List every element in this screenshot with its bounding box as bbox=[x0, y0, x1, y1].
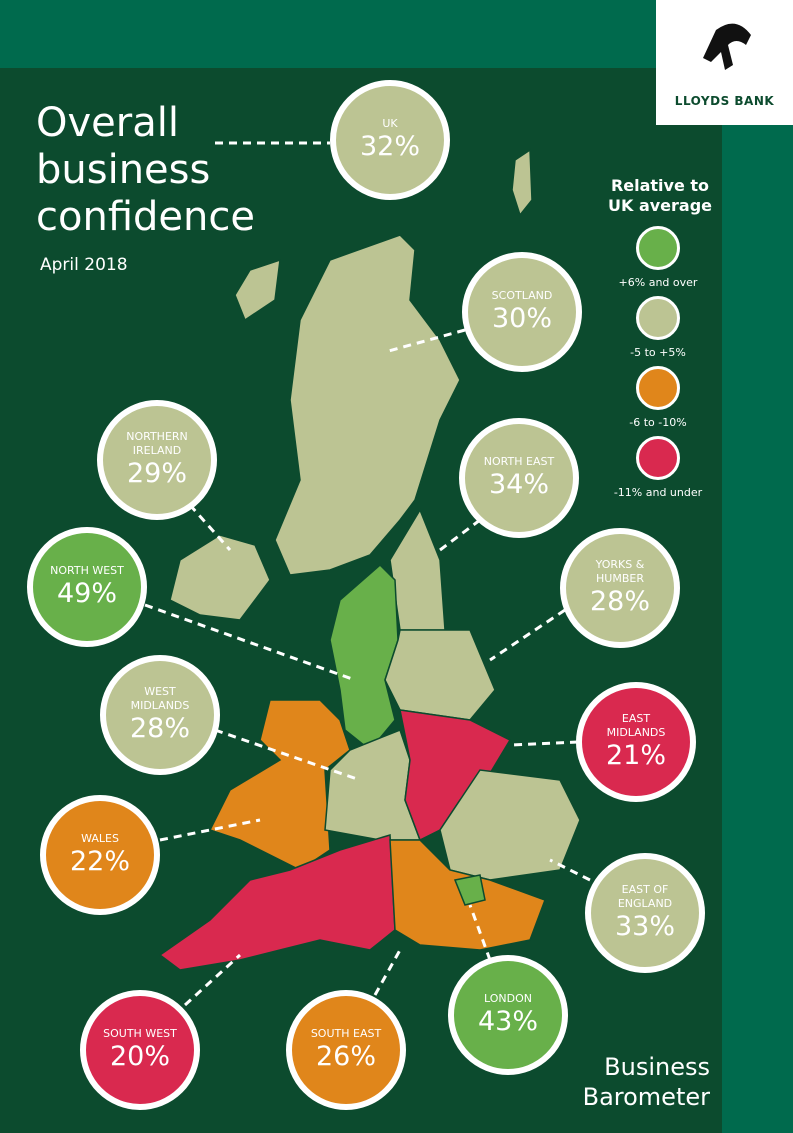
region-name: SCOTLAND bbox=[491, 289, 553, 302]
region-name: UK bbox=[382, 117, 398, 130]
legend-swatch bbox=[636, 366, 680, 410]
region-circle: SCOTLAND 30% bbox=[462, 252, 582, 372]
region-circle: LONDON 43% bbox=[448, 955, 568, 1075]
region-value: 20% bbox=[109, 1041, 170, 1072]
region-name: SOUTH WEST bbox=[103, 1027, 177, 1040]
legend-label: -5 to +5% bbox=[630, 346, 686, 359]
london-shape bbox=[453, 874, 486, 906]
region-value: 26% bbox=[315, 1041, 376, 1072]
region-value: 28% bbox=[129, 713, 190, 744]
region-value: 33% bbox=[614, 911, 675, 942]
connectors bbox=[144, 141, 591, 1007]
region-circle: NORTH WEST 49% bbox=[27, 527, 147, 647]
legend-swatch bbox=[636, 226, 680, 270]
region-circle: SOUTH WEST 20% bbox=[80, 990, 200, 1110]
region-circle: WALES 22% bbox=[40, 795, 160, 915]
region-circle: YORKS & HUMBER 28% bbox=[560, 528, 680, 648]
region-circle: WEST MIDLANDS 28% bbox=[100, 655, 220, 775]
legend-swatch bbox=[636, 296, 680, 340]
legend-label: -11% and under bbox=[613, 486, 703, 499]
northern-ireland-shape bbox=[169, 534, 271, 621]
region-name: SOUTH EAST bbox=[310, 1027, 382, 1040]
region-name: NORTHERN IRELAND bbox=[126, 430, 188, 457]
legend-label: +6% and over bbox=[618, 276, 698, 289]
region-circle: NORTHERN IRELAND 29% bbox=[97, 400, 217, 520]
yorks-shape bbox=[384, 629, 496, 721]
region-value: 22% bbox=[69, 846, 130, 877]
region-value: 21% bbox=[605, 740, 666, 771]
region-value: 28% bbox=[589, 586, 650, 617]
logo bbox=[703, 23, 751, 71]
region-circle: UK 32% bbox=[330, 80, 450, 200]
brand-name: LLOYDS BANK bbox=[674, 94, 775, 108]
region-value: 49% bbox=[56, 578, 117, 609]
region-value: 29% bbox=[126, 458, 187, 489]
region-name: EAST OF ENGLAND bbox=[617, 883, 673, 910]
region-name: NORTH EAST bbox=[483, 455, 555, 468]
east-of-england-shape bbox=[439, 769, 581, 881]
legend-label: -6 to -10% bbox=[629, 416, 687, 429]
region-circle: NORTH EAST 34% bbox=[459, 418, 579, 538]
region-circle: EAST OF ENGLAND 33% bbox=[585, 853, 705, 973]
region-value: 32% bbox=[359, 131, 420, 162]
legend-title: Relative to UK average bbox=[607, 176, 713, 215]
island-shape bbox=[234, 258, 281, 322]
island-shape bbox=[511, 148, 533, 217]
north-east-shape bbox=[389, 508, 446, 631]
region-value: 34% bbox=[488, 469, 549, 500]
region-name: WALES bbox=[81, 832, 119, 845]
region-name: YORKS & HUMBER bbox=[595, 558, 645, 585]
date: April 2018 bbox=[40, 255, 128, 275]
scotland-shape bbox=[274, 234, 461, 576]
region-name: EAST MIDLANDS bbox=[606, 712, 666, 739]
legend-swatch bbox=[636, 436, 680, 480]
region-circle: EAST MIDLANDS 21% bbox=[576, 682, 696, 802]
region-value: 43% bbox=[477, 1006, 538, 1037]
regions-map bbox=[158, 148, 581, 971]
region-value: 30% bbox=[491, 303, 552, 334]
footer: Business Barometer bbox=[582, 1053, 710, 1111]
region-name: LONDON bbox=[484, 992, 532, 1005]
region-name: WEST MIDLANDS bbox=[130, 685, 190, 712]
title: Overall business confidence bbox=[36, 100, 255, 240]
brand-box: LLOYDS BANK bbox=[656, 0, 793, 125]
region-name: NORTH WEST bbox=[50, 564, 124, 577]
side-band bbox=[722, 0, 793, 1133]
region-circle: SOUTH EAST 26% bbox=[286, 990, 406, 1110]
